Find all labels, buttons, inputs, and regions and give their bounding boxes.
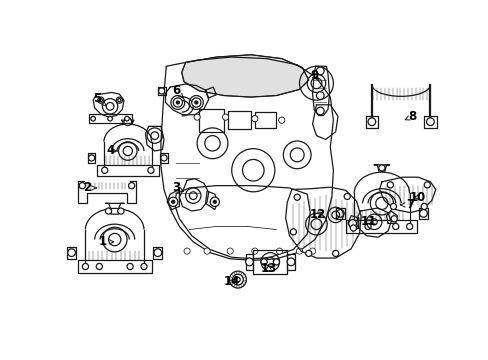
Circle shape <box>161 155 167 161</box>
Circle shape <box>107 116 112 121</box>
Circle shape <box>171 200 174 203</box>
Circle shape <box>127 264 133 270</box>
Circle shape <box>296 248 302 254</box>
Circle shape <box>105 208 111 214</box>
Circle shape <box>389 203 396 210</box>
Circle shape <box>316 107 324 115</box>
Circle shape <box>203 248 210 254</box>
Circle shape <box>367 118 375 126</box>
Circle shape <box>316 67 324 75</box>
Circle shape <box>390 216 396 222</box>
Circle shape <box>141 264 147 270</box>
Circle shape <box>348 220 356 227</box>
Circle shape <box>96 264 102 270</box>
Text: 2: 2 <box>83 181 97 194</box>
Circle shape <box>364 223 370 230</box>
Circle shape <box>290 229 296 235</box>
Circle shape <box>424 182 429 188</box>
Circle shape <box>309 248 315 254</box>
Text: 14: 14 <box>223 275 240 288</box>
Circle shape <box>332 250 338 256</box>
Circle shape <box>213 200 216 203</box>
Circle shape <box>128 183 135 189</box>
Text: 3: 3 <box>172 181 183 194</box>
Circle shape <box>88 155 95 161</box>
Circle shape <box>176 101 179 104</box>
Circle shape <box>98 97 104 103</box>
Text: 7: 7 <box>400 198 414 211</box>
Polygon shape <box>161 57 333 260</box>
Circle shape <box>278 117 285 123</box>
Circle shape <box>173 98 182 107</box>
Text: 10: 10 <box>409 191 426 204</box>
Circle shape <box>194 101 198 104</box>
Circle shape <box>68 249 75 256</box>
Circle shape <box>420 203 427 210</box>
Circle shape <box>245 258 253 266</box>
Circle shape <box>276 248 282 254</box>
Circle shape <box>293 194 300 200</box>
Circle shape <box>273 259 279 265</box>
Text: 4: 4 <box>106 144 117 157</box>
Circle shape <box>251 116 257 122</box>
Circle shape <box>210 197 219 206</box>
Circle shape <box>392 223 398 230</box>
Polygon shape <box>182 55 308 97</box>
Circle shape <box>91 116 95 121</box>
Circle shape <box>226 248 233 254</box>
Circle shape <box>124 116 129 121</box>
Circle shape <box>123 118 131 126</box>
Circle shape <box>183 248 190 254</box>
Text: 11: 11 <box>360 215 376 228</box>
Text: 8: 8 <box>405 110 416 123</box>
Circle shape <box>426 118 433 126</box>
Text: 1: 1 <box>98 235 113 248</box>
Circle shape <box>286 258 294 266</box>
Circle shape <box>344 193 349 199</box>
Circle shape <box>118 208 123 214</box>
Circle shape <box>102 167 107 173</box>
Circle shape <box>154 249 162 256</box>
Circle shape <box>316 92 324 99</box>
Circle shape <box>251 248 257 254</box>
Circle shape <box>406 223 412 230</box>
Text: 12: 12 <box>309 208 325 221</box>
Text: 6: 6 <box>172 85 183 98</box>
Circle shape <box>261 259 266 265</box>
Circle shape <box>349 225 356 231</box>
Circle shape <box>191 98 201 107</box>
Circle shape <box>419 210 427 217</box>
Text: 5: 5 <box>93 92 106 106</box>
Circle shape <box>378 165 384 171</box>
Circle shape <box>350 223 357 230</box>
Text: 13: 13 <box>260 261 276 275</box>
Circle shape <box>79 183 85 189</box>
Circle shape <box>158 88 164 94</box>
Circle shape <box>116 97 122 103</box>
Circle shape <box>168 197 178 206</box>
Circle shape <box>82 264 88 270</box>
Circle shape <box>222 114 228 120</box>
Circle shape <box>305 250 311 256</box>
Circle shape <box>147 167 154 173</box>
Circle shape <box>194 114 200 120</box>
Circle shape <box>386 182 393 188</box>
Text: 9: 9 <box>310 69 318 82</box>
Circle shape <box>336 210 344 217</box>
